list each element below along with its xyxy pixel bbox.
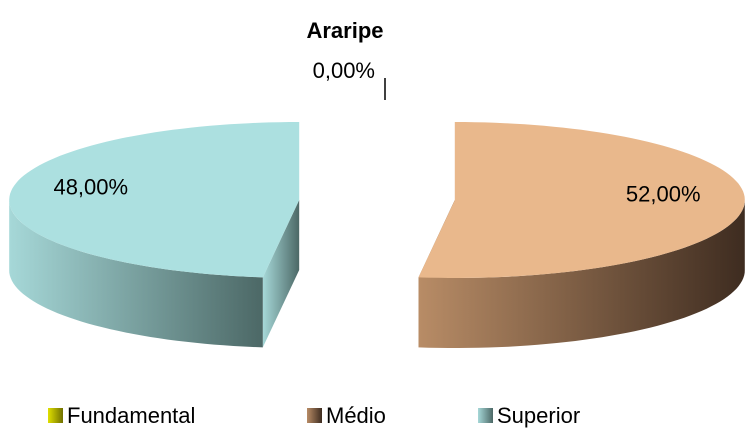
data-label: 52,00% xyxy=(626,182,701,207)
slice xyxy=(418,122,745,348)
legend-label: Médio xyxy=(326,403,386,428)
slice xyxy=(9,122,300,348)
slice xyxy=(418,122,745,278)
legend-swatch xyxy=(48,408,63,423)
slice-side xyxy=(262,200,300,348)
legend-label: Fundamental xyxy=(67,403,195,428)
legend-label: Superior xyxy=(497,403,580,428)
chart-title: Araripe xyxy=(306,18,383,43)
slice-side xyxy=(418,200,745,348)
legend-swatch xyxy=(307,408,322,423)
data-label: 48,00% xyxy=(53,174,128,199)
data-label: 0,00% xyxy=(313,58,375,83)
legend-swatch xyxy=(478,408,493,423)
slice-side xyxy=(9,200,263,348)
slice xyxy=(9,122,300,278)
